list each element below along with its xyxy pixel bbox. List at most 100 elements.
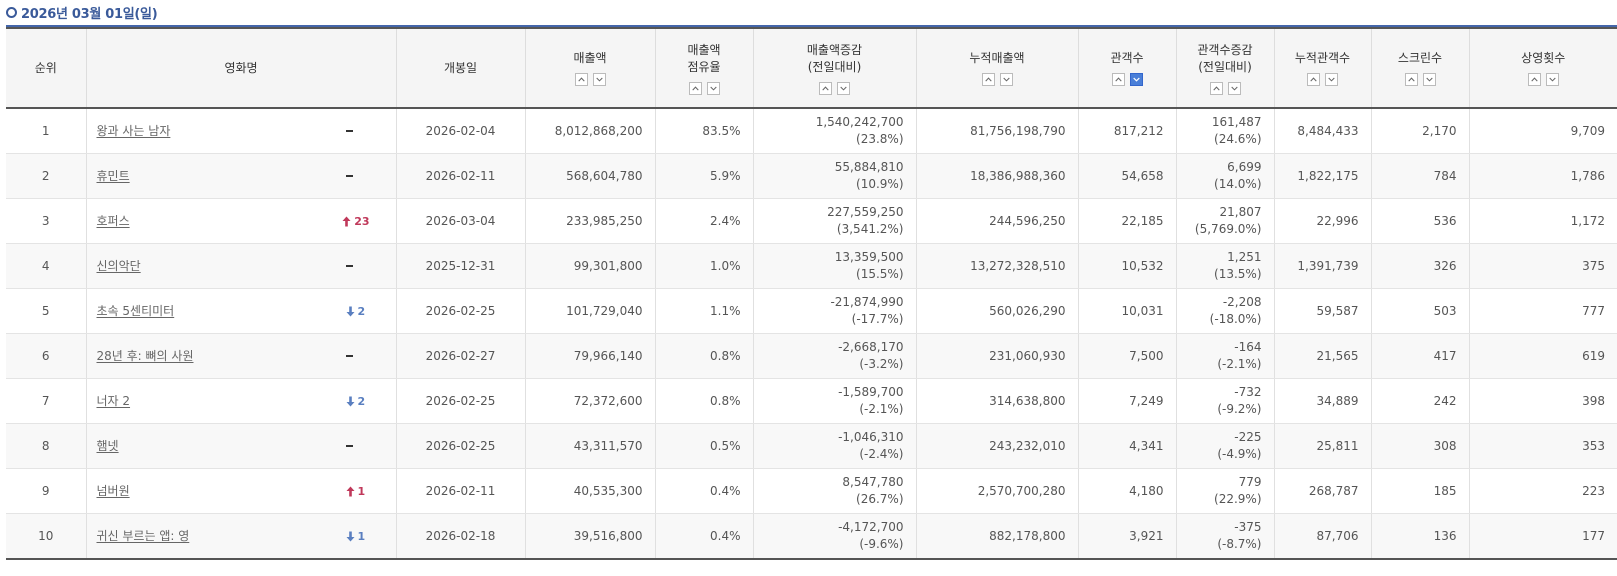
sales-change-cell-percent: (3,541.2%) (836, 222, 904, 236)
open-date-cell: 2025-12-31 (395, 243, 525, 289)
column-header-label: 상영횟수 (1521, 51, 1566, 65)
sort-ascending-button[interactable] (688, 81, 702, 95)
open-date-cell: 2026-02-11 (395, 153, 525, 199)
screens-cell: 326 (1370, 243, 1469, 289)
movie-title-link[interactable]: 신의악단 (96, 258, 141, 273)
audience-change-cell-value: 161,487 (1211, 115, 1262, 129)
sort-ascending-button[interactable] (1111, 73, 1125, 86)
table-body: 1 왕과 사는 남자 2026-02-04 8,012,868,200 83.5% 1,5… (6, 108, 1617, 560)
sort-descending-button[interactable] (592, 73, 606, 86)
column-header-sublabel: (전일대비) (807, 59, 862, 74)
accumulated-audience-cell: 8,484,433 (1273, 108, 1371, 154)
screens-cell: 784 (1370, 153, 1469, 199)
audience-change-cell: -2,208 (-18.0%) (1175, 288, 1274, 334)
rank-cell: 7 (6, 378, 86, 424)
movie-title-link[interactable]: 너자 2 (96, 393, 131, 408)
screens-cell: 417 (1370, 333, 1469, 379)
rank-change: 1 (346, 528, 370, 545)
audience-change-cell: 161,487 (24.6%) (1175, 108, 1274, 154)
sales-change-cell-percent: (26.7%) (856, 492, 904, 506)
column-header-sublabel: (전일대비) (1198, 59, 1252, 74)
movie-title-link[interactable]: 28년 후: 뼈의 사원 (96, 348, 194, 363)
sort-ascending-button[interactable] (819, 81, 832, 95)
movie-title-link[interactable]: 귀신 부르는 앱: 영 (96, 528, 190, 543)
title-cell: 신의악단 (85, 243, 396, 289)
shows-cell: 223 (1468, 468, 1617, 514)
sort-buttons (1177, 81, 1274, 95)
arrow-up-icon (346, 486, 355, 497)
table-row: 1 왕과 사는 남자 2026-02-04 8,012,868,200 83.5% 1,5… (6, 108, 1617, 154)
sort-descending-button[interactable] (1422, 73, 1436, 86)
sales-change-cell: 227,559,250 (3,541.2%) (752, 198, 916, 244)
sales-change-cell-percent: (-2.1%) (859, 402, 904, 416)
movie-title-link[interactable]: 휴민트 (96, 168, 130, 183)
movie-title-wrap: 귀신 부르는 앱: 영 1 (97, 528, 384, 545)
rank-cell: 10 (6, 513, 86, 560)
movie-title-link[interactable]: 왕과 사는 남자 (96, 123, 171, 138)
column-header-title: 영화명 (85, 28, 396, 109)
table-row: 7 너자 2 2 2026-02-25 72,372,600 0.8% -1,589,700… (6, 378, 1617, 424)
sort-ascending-button[interactable] (574, 73, 588, 86)
arrow-down-icon (346, 306, 355, 317)
table-row: 6 28년 후: 뼈의 사원 2026-02-27 79,966,140 0.8% -2,… (6, 333, 1617, 379)
movie-title-link[interactable]: 넘버원 (96, 483, 130, 498)
sales-change-cell-percent: (10.9%) (856, 177, 904, 191)
audience-change-cell-value: -2,208 (1222, 295, 1262, 309)
sales-change-cell-value: -21,874,990 (830, 295, 904, 309)
rank-change: 2 (346, 393, 370, 410)
title-cell: 28년 후: 뼈의 사원 (85, 333, 396, 379)
share-cell: 0.8% (654, 333, 753, 379)
audience-change-cell-value: -375 (1234, 520, 1262, 534)
sort-descending-button[interactable] (1545, 73, 1559, 86)
rank-cell: 4 (6, 243, 86, 289)
sales-cell: 43,311,570 (524, 423, 655, 469)
shows-cell: 375 (1468, 243, 1617, 289)
sort-descending-button[interactable] (1325, 73, 1338, 86)
column-header-label: 관객수증감 (1197, 42, 1253, 57)
sales-change-cell: -21,874,990 (-17.7%) (752, 288, 916, 334)
shows-cell: 398 (1468, 378, 1617, 424)
sales-change-cell-value: 8,547,780 (842, 475, 904, 489)
column-header-share: 매출액 점유율 (654, 28, 753, 109)
sales-change-cell-value: 1,540,242,700 (815, 115, 904, 129)
column-header-open: 개봉일 (395, 28, 525, 109)
column-header-label: 누적관객수 (1294, 51, 1351, 65)
movie-title-link[interactable]: 초속 5센티미터 (96, 303, 175, 318)
column-header-acc_sales: 누적매출액 (915, 28, 1078, 109)
column-header-aud_chg: 관객수증감 (전일대비) (1175, 28, 1274, 109)
rank-cell: 9 (6, 468, 86, 514)
accumulated-audience-cell: 1,391,739 (1273, 243, 1371, 289)
movie-title-wrap: 너자 2 2 (97, 393, 384, 410)
audience-change-cell: 779 (22.9%) (1175, 468, 1274, 514)
sort-ascending-button[interactable] (1307, 73, 1320, 86)
sort-ascending-button[interactable] (1209, 81, 1223, 95)
sales-cell: 568,604,780 (524, 153, 655, 199)
accumulated-sales-cell: 231,060,930 (915, 333, 1078, 379)
sort-descending-button[interactable] (1227, 81, 1241, 95)
sales-change-cell-percent: (23.8%) (856, 132, 904, 146)
audience-change-cell-percent: (22.9%) (1214, 492, 1262, 506)
accumulated-audience-cell: 21,565 (1273, 333, 1371, 379)
sort-descending-button[interactable] (837, 81, 850, 95)
sales-change-cell-percent: (-2.4%) (859, 447, 904, 461)
dash-icon (345, 445, 353, 447)
sales-change-cell: 13,359,500 (15.5%) (752, 243, 916, 289)
sales-change-cell-percent: (15.5%) (856, 267, 904, 281)
movie-title-link[interactable]: 호퍼스 (96, 213, 130, 228)
sort-ascending-button[interactable] (1527, 73, 1541, 86)
column-header-label: 매출액 (573, 51, 607, 65)
shows-cell: 1,786 (1468, 153, 1617, 199)
movie-title-link[interactable]: 햄넷 (96, 438, 119, 453)
sort-descending-button[interactable] (1129, 73, 1143, 86)
audience-change-cell: -164 (-2.1%) (1175, 333, 1274, 379)
sort-descending-button[interactable] (999, 73, 1013, 86)
movie-title-wrap: 왕과 사는 남자 (97, 123, 384, 140)
sort-ascending-button[interactable] (1404, 73, 1418, 86)
accumulated-sales-cell: 2,570,700,280 (915, 468, 1078, 514)
sort-ascending-button[interactable] (981, 73, 995, 86)
screens-cell: 242 (1370, 378, 1469, 424)
column-header-label: 스크린수 (1397, 51, 1443, 65)
sort-descending-button[interactable] (706, 81, 720, 95)
sales-cell: 40,535,300 (524, 468, 655, 514)
open-date-cell: 2026-03-04 (395, 198, 525, 244)
